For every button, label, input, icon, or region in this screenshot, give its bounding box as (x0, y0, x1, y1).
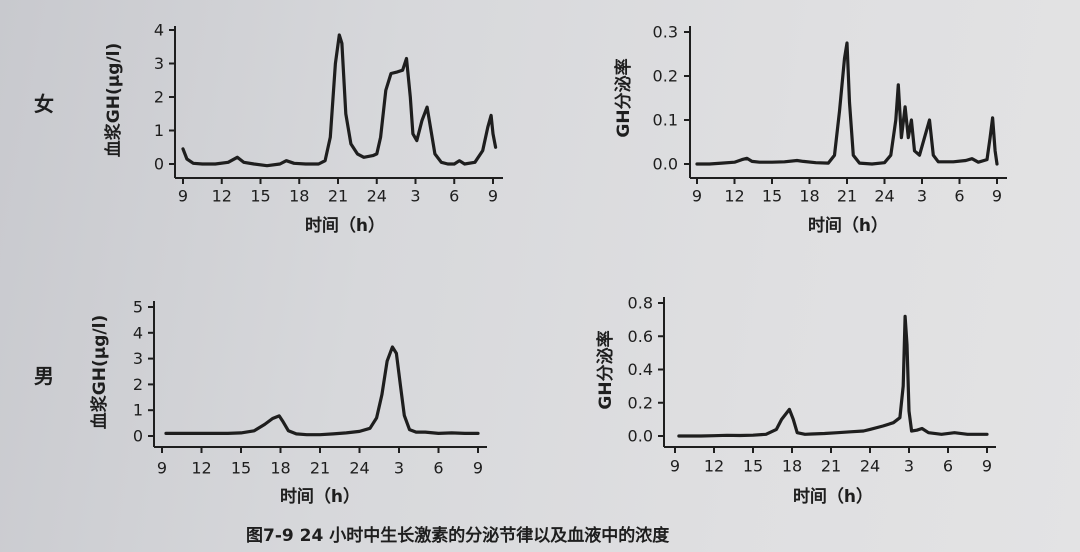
y-tick-label: 0.6 (628, 327, 653, 346)
x-tick-label: 24 (860, 457, 880, 476)
male-label: 男 (34, 364, 54, 388)
figure-caption: 图7-9 24 小时中生长激素的分泌节律以及血液中的浓度 (246, 526, 670, 546)
x-tick-label: 6 (954, 187, 964, 206)
x-tick-label: 9 (692, 187, 702, 206)
x-tick-label: 21 (821, 457, 841, 476)
x-tick-label: 9 (473, 459, 483, 478)
x-tick-label: 9 (157, 459, 167, 478)
x-tick-label: 3 (410, 187, 420, 206)
x-tick-label: 15 (743, 457, 763, 476)
x-tick-label: 6 (449, 187, 459, 206)
x-tick-label: 12 (212, 187, 232, 206)
y-tick-label: 0.1 (653, 111, 678, 130)
y-tick-label: 0.2 (653, 67, 678, 86)
x-tick-label: 12 (704, 457, 724, 476)
y-axis-label: GH分泌率 (613, 58, 634, 137)
x-axis-label: 时间（h） (305, 215, 385, 236)
series-line (181, 33, 498, 168)
x-axis-label: 时间（h） (793, 486, 873, 507)
y-tick-label: 0 (154, 155, 164, 174)
series-line (164, 345, 480, 437)
x-tick-label: 18 (782, 457, 802, 476)
y-tick-label: 0 (133, 427, 143, 446)
x-tick-label: 21 (310, 459, 330, 478)
x-tick-label: 12 (191, 459, 211, 478)
y-tick-label: 5 (133, 298, 143, 317)
x-axis-label: 时间（h） (280, 486, 360, 507)
x-tick-label: 18 (799, 187, 819, 206)
x-tick-label: 15 (250, 187, 270, 206)
x-tick-label: 3 (394, 459, 404, 478)
x-tick-label: 24 (874, 187, 894, 206)
x-tick-label: 9 (992, 187, 1002, 206)
x-tick-label: 15 (762, 187, 782, 206)
y-tick-label: 0.8 (628, 294, 653, 313)
x-tick-label: 18 (289, 187, 309, 206)
x-axis-label: 时间（h） (808, 215, 888, 236)
series-line (695, 41, 999, 166)
x-tick-label: 15 (231, 459, 251, 478)
x-tick-label: 9 (670, 457, 680, 476)
female-label: 女 (34, 92, 54, 116)
y-tick-label: 3 (154, 54, 164, 73)
x-tick-label: 24 (349, 459, 369, 478)
x-tick-label: 9 (488, 187, 498, 206)
y-axis-label: GH分泌率 (595, 330, 616, 409)
x-tick-label: 9 (982, 457, 992, 476)
y-tick-label: 1 (133, 401, 143, 420)
y-tick-label: 0.2 (628, 393, 653, 412)
y-tick-label: 4 (133, 323, 143, 342)
y-tick-label: 4 (154, 21, 164, 40)
x-tick-label: 6 (943, 457, 953, 476)
y-tick-label: 2 (154, 88, 164, 107)
x-tick-label: 3 (904, 457, 914, 476)
y-tick-label: 0.3 (653, 23, 678, 42)
y-axis-label: 血浆GH(μg/l) (103, 43, 124, 157)
y-tick-label: 0.4 (628, 360, 653, 379)
x-tick-label: 12 (724, 187, 744, 206)
y-tick-label: 2 (133, 375, 143, 394)
x-tick-label: 3 (917, 187, 927, 206)
x-tick-label: 18 (270, 459, 290, 478)
x-tick-label: 6 (433, 459, 443, 478)
x-tick-label: 21 (328, 187, 348, 206)
series-line (677, 314, 989, 438)
y-tick-label: 1 (154, 121, 164, 140)
y-tick-label: 0.0 (653, 155, 678, 174)
x-tick-label: 21 (837, 187, 857, 206)
y-tick-label: 3 (133, 349, 143, 368)
x-tick-label: 24 (367, 187, 387, 206)
y-tick-label: 0.0 (628, 427, 653, 446)
y-axis-label: 血浆GH(μg/l) (89, 315, 110, 429)
x-tick-label: 9 (178, 187, 188, 206)
